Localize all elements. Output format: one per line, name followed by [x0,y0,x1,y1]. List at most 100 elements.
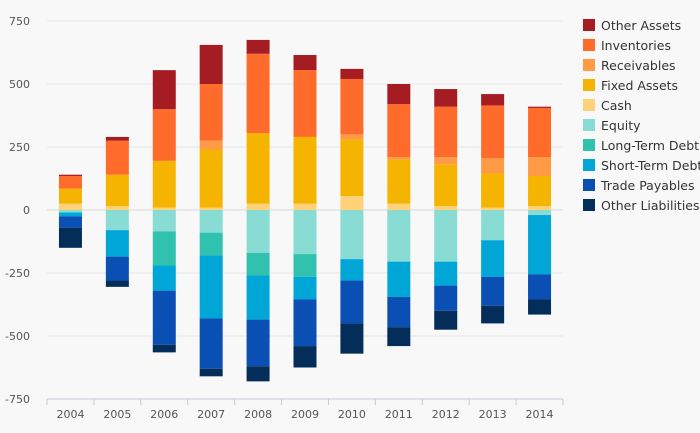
bar-segment-inventories-2007 [199,84,223,141]
bar-segment-fixed-assets-2012 [434,164,458,207]
x-tick-label: 2013 [479,408,507,421]
bar-segment-receivables-2013 [481,158,505,174]
y-tick-label: -500 [5,330,30,343]
legend-swatch [583,39,595,51]
bar-segment-fixed-assets-2006 [152,160,176,208]
bar-segment-trade-payables-2005 [105,256,129,281]
bar-segment-fixed-assets-2009 [293,136,317,204]
x-tick-label: 2014 [526,408,554,421]
bar-segment-cash-2009 [293,203,317,210]
x-tick-label: 2009 [291,408,319,421]
bar-segment-other-liabilities-2012 [434,310,458,330]
legend-label[interactable]: Long-Term Debt [601,138,699,153]
y-tick-label: 250 [9,141,30,154]
bar-segment-equity-2008 [246,210,270,253]
bar-segment-short-term-debt-2008 [246,275,270,320]
bar-segment-receivables-2012 [434,157,458,165]
bar-segment-other-assets-2007 [199,44,223,84]
bar-segment-trade-payables-2004 [58,216,82,228]
bar-segment-cash-2011 [387,203,411,210]
bar-segment-fixed-assets-2004 [58,188,82,204]
bar-segment-short-term-debt-2007 [199,255,223,319]
y-tick-label: -250 [5,267,30,280]
bar-segment-receivables-2010 [340,134,364,140]
legend-swatch [583,159,595,171]
bar-segment-trade-payables-2011 [387,296,411,328]
bar-segment-short-term-debt-2005 [105,230,129,257]
legend-swatch [583,139,595,151]
bar-segment-cash-2010 [340,196,364,210]
legend-label[interactable]: Other Assets [601,18,681,33]
bar-segment-other-liabilities-2008 [246,366,270,382]
bar-segment-long-term-debt-2007 [199,232,223,256]
bar-segment-short-term-debt-2004 [58,212,82,217]
bar-segment-fixed-assets-2005 [105,174,129,207]
bar-segment-cash-2006 [152,207,176,210]
bar-segment-trade-payables-2012 [434,285,458,311]
bar-segment-trade-payables-2006 [152,290,176,345]
bar-segment-short-term-debt-2012 [434,261,458,286]
legend-swatch [583,59,595,71]
bar-segment-other-assets-2005 [105,136,129,141]
bar-segment-fixed-assets-2008 [246,133,270,204]
bar-segment-equity-2013 [481,210,505,241]
bar-segment-inventories-2004 [58,175,82,189]
legend: Other Assets Inventories Receivables Fixed … [583,18,700,213]
bar-segment-trade-payables-2013 [481,276,505,306]
bar-segment-inventories-2011 [387,104,411,158]
bar-segment-fixed-assets-2010 [340,139,364,197]
bar-segment-trade-payables-2010 [340,280,364,324]
bar-segment-other-liabilities-2006 [152,344,176,353]
bar-segment-inventories-2006 [152,109,176,161]
legend-label[interactable]: Inventories [601,38,671,53]
bar-segment-trade-payables-2008 [246,319,270,367]
legend-label[interactable]: Cash [601,98,632,113]
legend-label[interactable]: Other Liabilities [601,198,700,213]
bar-segment-other-liabilities-2011 [387,327,411,347]
bar-segment-trade-payables-2009 [293,299,317,347]
x-tick-label: 2004 [56,408,84,421]
bar-segment-cash-2012 [434,206,458,210]
bar-segment-other-assets-2014 [528,106,552,108]
bar-segment-equity-2011 [387,210,411,262]
bar-segment-fixed-assets-2013 [481,173,505,208]
bar-segment-equity-2006 [152,210,176,232]
bar-segment-other-assets-2012 [434,89,458,107]
bar-segment-equity-2009 [293,210,317,255]
y-tick-label: 750 [9,15,30,28]
bar-segment-other-assets-2009 [293,55,317,71]
bar-segment-equity-2010 [340,210,364,260]
bar-segment-other-assets-2004 [58,174,82,176]
legend-swatch [583,79,595,91]
bar-segment-other-liabilities-2013 [481,305,505,324]
legend-swatch [583,119,595,131]
x-tick-label: 2007 [197,408,225,421]
legend-swatch [583,179,595,191]
legend-label[interactable]: Short-Term Debt [601,158,700,173]
bar-segment-inventories-2009 [293,70,317,137]
legend-label[interactable]: Receivables [601,58,676,73]
bar-segment-short-term-debt-2011 [387,261,411,297]
bar-segment-other-assets-2008 [246,39,270,54]
legend-label[interactable]: Equity [601,118,641,133]
x-tick-label: 2012 [432,408,460,421]
bars [58,39,552,382]
bar-segment-short-term-debt-2006 [152,265,176,291]
bar-segment-other-liabilities-2009 [293,346,317,368]
legend-label[interactable]: Trade Payables [600,178,695,193]
bar-segment-equity-2004 [58,210,82,213]
bar-segment-long-term-debt-2006 [152,231,176,266]
x-tick-label: 2005 [103,408,131,421]
legend-label[interactable]: Fixed Assets [601,78,678,93]
bar-segment-equity-2012 [434,210,458,262]
bar-segment-other-liabilities-2014 [528,299,552,315]
bar-segment-receivables-2014 [528,157,552,176]
bar-segment-inventories-2005 [105,140,129,175]
bar-segment-other-assets-2006 [152,70,176,110]
bar-segment-fixed-assets-2014 [528,175,552,207]
x-tick-label: 2006 [150,408,178,421]
bar-segment-inventories-2013 [481,105,505,159]
bar-segment-trade-payables-2014 [528,274,552,300]
bar-segment-cash-2013 [481,207,505,210]
bar-segment-cash-2014 [528,206,552,210]
